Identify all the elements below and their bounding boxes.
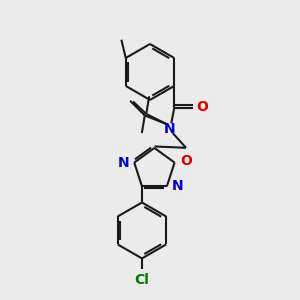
Text: N: N [164,122,176,136]
Text: Cl: Cl [134,273,149,286]
Text: O: O [180,154,192,168]
Text: N: N [117,156,129,170]
Text: N: N [172,179,184,193]
Text: O: O [196,100,208,114]
